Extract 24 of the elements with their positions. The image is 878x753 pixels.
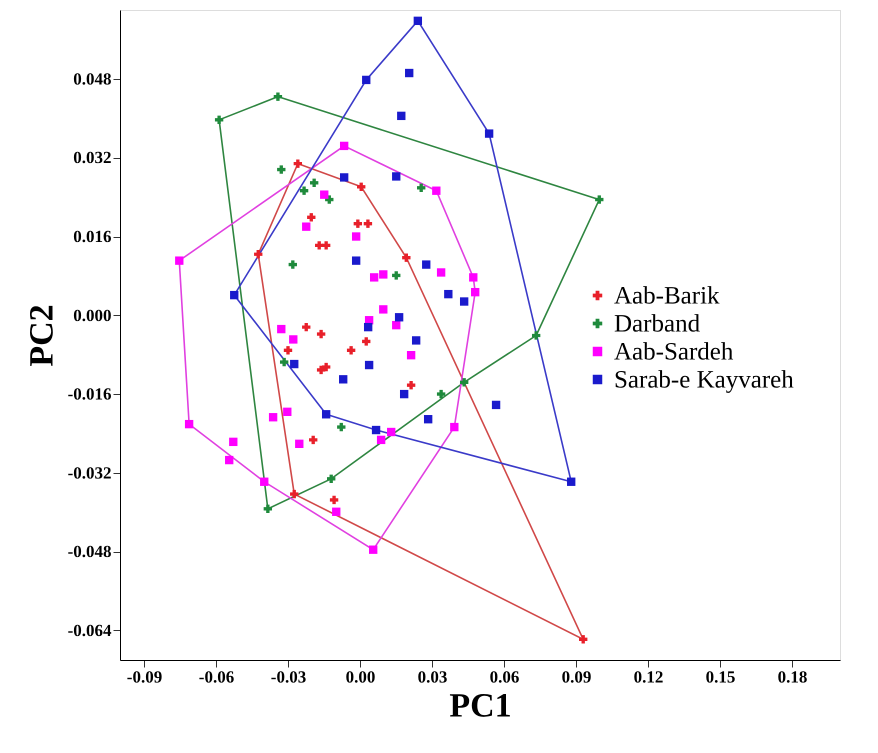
x-tick-label: 0.12 <box>634 668 664 686</box>
legend-label: Aab-Sardeh <box>614 338 734 366</box>
x-tick-label: -0.06 <box>198 668 234 686</box>
y-tick-label: 0.048 <box>73 69 112 88</box>
legend-label: Darband <box>614 310 701 338</box>
y-tick-label: 0.032 <box>73 148 112 168</box>
x-tick-label: 0.18 <box>778 668 808 686</box>
x-tick-label: 0.00 <box>346 668 376 686</box>
y-axis-title: PC2 <box>24 304 61 367</box>
y-tick-label: -0.048 <box>68 542 112 562</box>
y-tick-label: 0.016 <box>73 227 112 246</box>
x-tick-label: -0.03 <box>270 668 306 686</box>
y-tick-label: -0.032 <box>68 463 112 482</box>
x-tick-label: 0.03 <box>418 668 448 686</box>
y-tick-label: -0.064 <box>68 620 112 640</box>
y-tick-label: -0.016 <box>68 384 112 404</box>
x-tick-label: 0.09 <box>562 668 592 686</box>
x-tick-label: -0.09 <box>126 668 162 686</box>
x-tick-label: 0.15 <box>706 668 736 686</box>
legend-label: Sarab-e Kayvareh <box>614 366 794 394</box>
x-tick-label: 0.06 <box>490 668 520 686</box>
y-tick-label: 0.000 <box>73 306 112 325</box>
legend-label: Aab-Barik <box>614 282 720 310</box>
x-axis-title: PC1 <box>449 688 512 724</box>
